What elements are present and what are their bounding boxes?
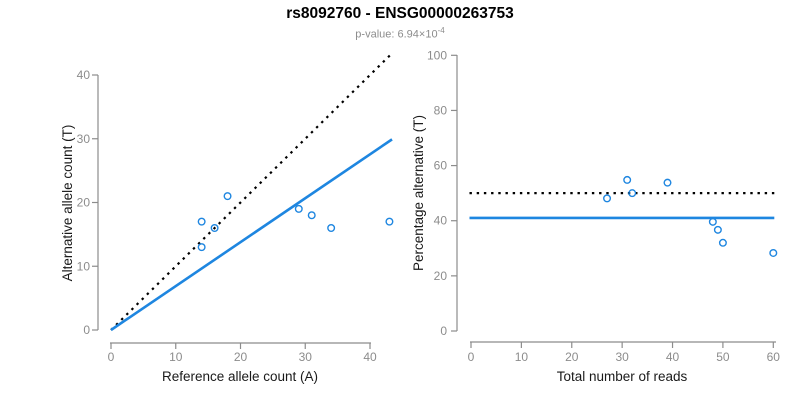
percentage-vs-reads-plot-x-tick-label: 20 [565, 350, 579, 364]
percentage-vs-reads-plot-x-tick-label: 30 [615, 350, 629, 364]
percentage-vs-reads-plot-x-tick-label: 50 [716, 350, 730, 364]
percentage-vs-reads-plot-y-tick-label: 100 [427, 48, 447, 62]
allele-counts-plot-x-tick-label: 30 [299, 350, 313, 364]
percentage-vs-reads-plot-x-tick-label: 40 [666, 350, 680, 364]
allele-counts-plot-y-tick-label: 0 [83, 323, 90, 337]
percentage-vs-reads-plot-point [628, 189, 637, 198]
regression-line [110, 138, 393, 332]
figure-title: rs8092760 - ENSG00000263753 [286, 5, 514, 22]
percentage-vs-reads-plot-y-tick-label: 0 [440, 324, 447, 338]
percentage-vs-reads-plot-x-tick-label: 0 [468, 350, 475, 364]
percentage-vs-reads-plot-x-tick-label: 60 [767, 350, 781, 364]
percentage-vs-reads-plot-point [769, 248, 778, 257]
percentage-vs-reads-plot-point [713, 225, 722, 234]
allele-counts-plot-y-axis-title: Alternative allele count (T) [60, 125, 75, 282]
percentage-vs-reads-plot-x-tick-label: 10 [515, 350, 529, 364]
percentage-vs-reads-plot-x-axis-title: Total number of reads [557, 369, 688, 384]
percentage-vs-reads-plot-y-tick-label: 20 [434, 269, 448, 283]
percentage-vs-reads-plot-point [603, 194, 612, 203]
allele-counts-plot-point [307, 211, 316, 220]
percentage-vs-reads-plot-point [663, 178, 672, 187]
percentage-vs-reads-plot-y-tick-label: 60 [434, 159, 448, 173]
allele-counts-plot-x-tick-label: 20 [234, 350, 248, 364]
percentage-vs-reads-plot-y-tick-label: 40 [434, 214, 448, 228]
figure-header: rs8092760 - ENSG00000263753 p-value: 6.9… [0, 5, 800, 42]
percentage-vs-reads-plot-point [623, 175, 632, 184]
percentage-vs-reads-plot-y-axis-title: Percentage alternative (T) [411, 115, 426, 271]
allele-counts-plot-x-tick-label: 40 [363, 350, 377, 364]
allele-counts-plot-point [385, 217, 394, 226]
allele-counts-plot-y-tick-label: 20 [77, 196, 91, 210]
allele-counts-plot-y-tick-label: 40 [77, 68, 91, 82]
identity-line [110, 53, 392, 331]
percentage-vs-reads-plot-y-tick-label: 80 [434, 103, 448, 117]
figure-subtitle: p-value: 6.94×10-4 [0, 24, 800, 42]
allele-counts-plot-point [327, 223, 336, 232]
allele-counts-plot-point [197, 243, 206, 252]
allele-counts-plot-x-tick-label: 10 [169, 350, 183, 364]
pvalue-text: p-value: 6.94×10 [355, 28, 438, 41]
allele-counts-plot-point [197, 217, 206, 226]
pvalue-exponent: -4 [437, 26, 445, 35]
allele-counts-plot-point [294, 204, 303, 213]
allele-counts-plot-x-axis-title: Reference allele count (A) [162, 369, 318, 384]
allele-counts-plot-x-tick-label: 0 [108, 350, 115, 364]
percentage-vs-reads-plot-point [708, 217, 717, 226]
allele-counts-plot-point [223, 192, 232, 201]
percentage-vs-reads-plot-point [718, 238, 727, 247]
allele-counts-plot-y-tick-label: 10 [77, 259, 91, 273]
allele-counts-plot-point [210, 223, 219, 232]
allele-counts-plot-y-tick-label: 30 [77, 132, 91, 146]
